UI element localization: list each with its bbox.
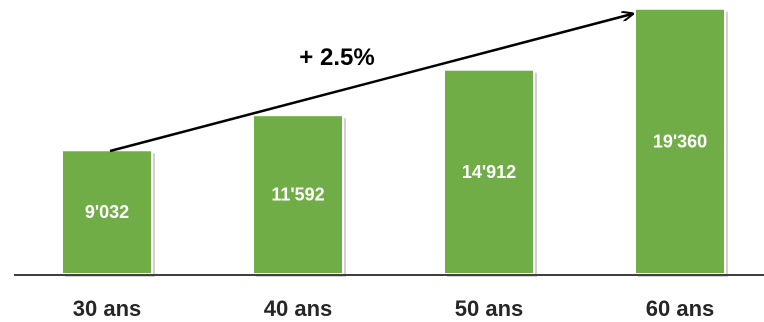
bar-value-label: 11'592 [271, 185, 324, 205]
bar-40-ans [252, 114, 344, 275]
x-tick-label: 40 ans [264, 296, 333, 321]
x-tick-label: 50 ans [455, 296, 524, 321]
growth-annotation: + 2.5% [299, 44, 374, 71]
bar-30-ans [61, 149, 153, 275]
x-tick-label: 60 ans [646, 296, 715, 321]
bar-value-label: 19'360 [653, 131, 707, 151]
bar-60-ans [634, 7, 726, 275]
bar-value-label: 14'912 [462, 162, 516, 182]
bar-value-label: 9'032 [85, 202, 129, 222]
growth-arrow [109, 14, 632, 153]
bars-group: 9'032 11'592 14'912 19'360 [61, 7, 728, 277]
category-labels-group: 30 ans 40 ans 50 ans 60 ans [73, 296, 715, 321]
x-tick-label: 30 ans [73, 296, 142, 321]
